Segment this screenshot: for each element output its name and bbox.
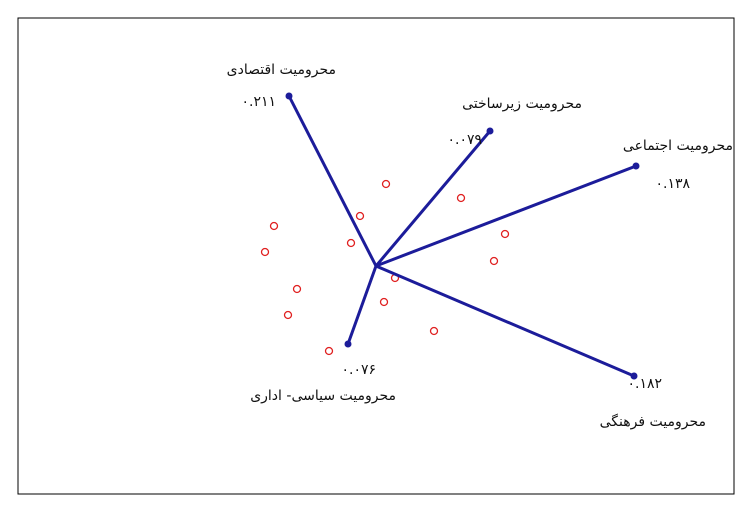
value-label: ۰.۲۱۱ (241, 94, 276, 110)
point (283, 310, 293, 320)
value-label: ۰.۰۷۶ (341, 362, 376, 378)
point (500, 229, 510, 239)
spoke (287, 95, 378, 267)
category-label: محرومیت فرهنگی (600, 413, 706, 430)
point (269, 221, 279, 231)
category-label: محرومیت سیاسی- اداری (250, 388, 396, 404)
point (456, 193, 466, 203)
spoke (374, 130, 492, 267)
spoke (375, 264, 635, 378)
category-label: محرومیت زیرساختی (462, 96, 582, 112)
points (260, 179, 510, 356)
spoke-end (285, 92, 293, 100)
point (429, 326, 439, 336)
point (355, 211, 365, 221)
point (489, 256, 499, 266)
spoke-end (632, 162, 640, 170)
value-label: ۰.۰۷۹ (447, 132, 482, 148)
frame (17, 17, 735, 495)
point (292, 284, 302, 294)
point (346, 238, 356, 248)
value-label: ۰.۱۸۲ (627, 376, 662, 392)
point (260, 247, 270, 257)
spoke-end (486, 127, 494, 135)
point (324, 346, 334, 356)
spoke-end (344, 340, 352, 348)
point (379, 297, 389, 307)
spoke (375, 164, 637, 268)
point (381, 179, 391, 189)
spoke (346, 265, 378, 345)
category-label: محرومیت اجتماعی (623, 138, 733, 154)
spoke-end (630, 372, 638, 380)
category-label: محرومیت اقتصادی (227, 62, 336, 78)
value-label: ۰.۱۳۸ (655, 176, 690, 192)
